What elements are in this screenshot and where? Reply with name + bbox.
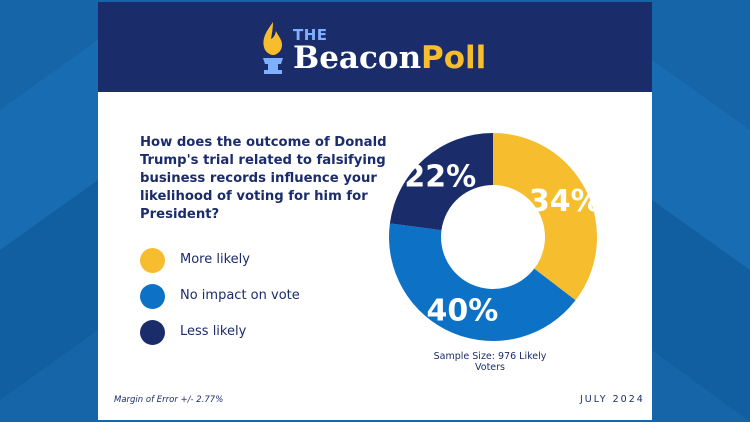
slice-less-likely bbox=[389, 133, 493, 231]
logo-beacon: Beacon bbox=[293, 40, 422, 76]
logo-the: THE bbox=[293, 26, 328, 44]
header-banner: THE Beacon Poll bbox=[98, 2, 652, 92]
torch-icon bbox=[263, 22, 283, 74]
logo-poll: Poll bbox=[421, 40, 487, 76]
poll-date: JULY 2024 bbox=[580, 394, 645, 405]
data-label-no-impact: 40% bbox=[426, 293, 498, 328]
data-label-less-likely: 22% bbox=[404, 159, 476, 194]
legend-swatch-less-likely bbox=[140, 320, 165, 345]
margin-of-error: Margin of Error +/- 2.77% bbox=[114, 395, 224, 405]
data-label-more-likely: 34% bbox=[529, 184, 601, 219]
legend-label-no-impact: No impact on vote bbox=[180, 288, 300, 303]
slice-more-likely bbox=[493, 133, 597, 301]
legend-swatch-more-likely bbox=[140, 248, 165, 273]
sample-size: Sample Size: 976 Likely Voters bbox=[433, 351, 547, 373]
legend-label-more-likely: More likely bbox=[180, 252, 250, 267]
poll-question: How does the outcome of Donald Trump's t… bbox=[140, 135, 387, 222]
poll-card: THE Beacon Poll How does the outcome of … bbox=[98, 2, 652, 420]
slice-no-impact bbox=[389, 223, 576, 342]
donut-chart: 34% 40% 22% bbox=[389, 133, 601, 342]
legend-label-less-likely: Less likely bbox=[180, 324, 247, 339]
legend-swatch-no-impact bbox=[140, 284, 165, 309]
